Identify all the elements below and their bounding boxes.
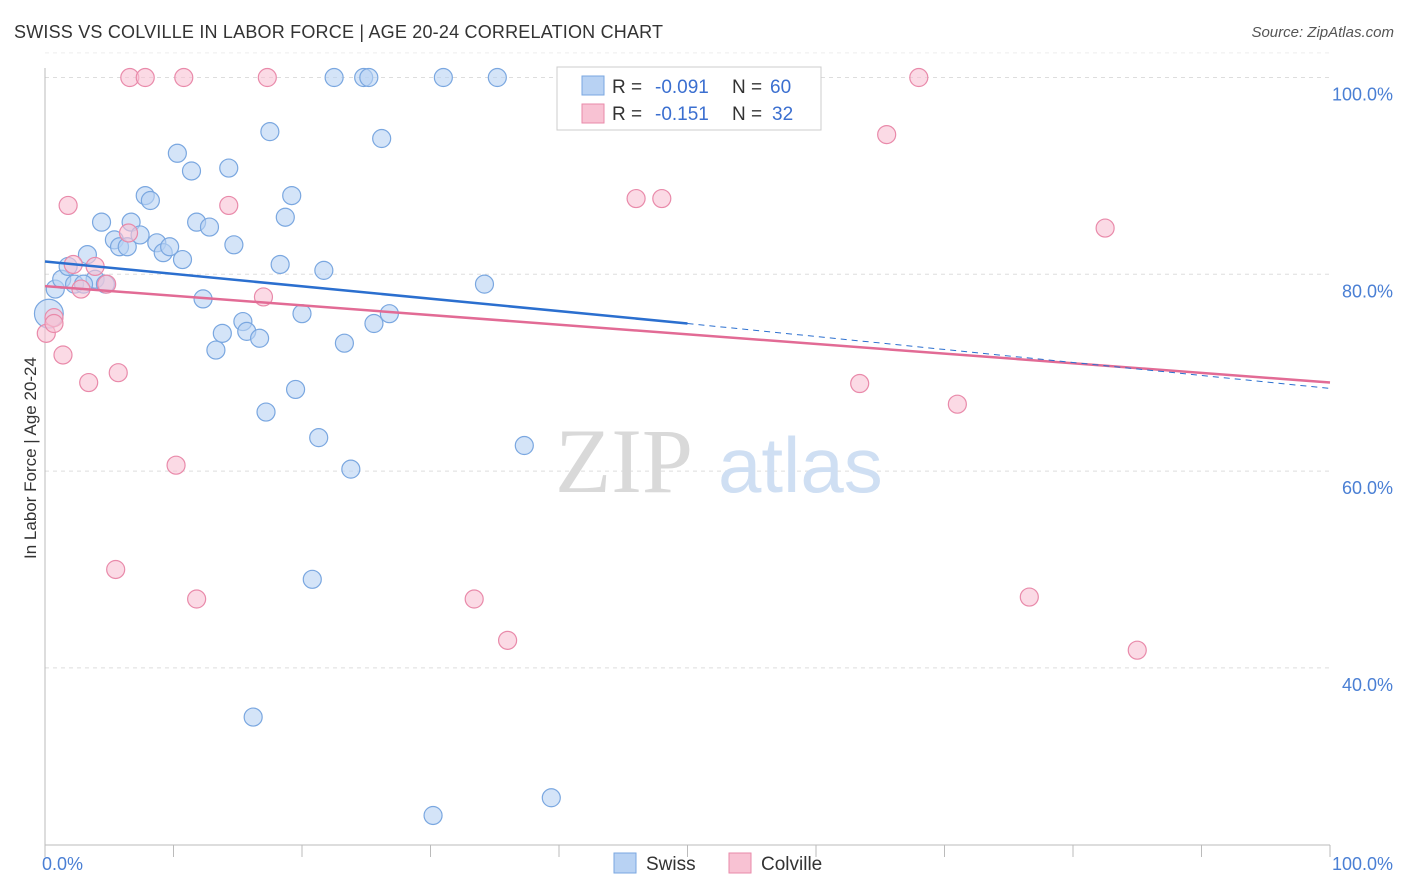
swiss-point-52 [433,67,453,88]
swiss-point-48 [364,313,384,334]
swiss-point-41 [309,428,329,448]
swiss-point-21 [181,161,202,181]
trend-lines [44,260,1331,389]
chart-source: Source: ZipAtlas.com [1251,24,1394,41]
swiss-point-54 [487,67,507,88]
swiss-legend-swatch [581,75,605,96]
colville-point-11 [118,223,139,243]
swiss-r-value: -0.091 [655,77,709,98]
y-tick-label-80: 80.0% [1342,281,1393,301]
colville-point-30 [1127,640,1147,660]
swiss-point-55 [514,435,534,456]
x-tick-label-0: 0.0% [42,854,83,874]
swiss-point-26 [212,323,232,343]
swiss-point-37 [282,185,302,206]
swiss-point-56 [541,788,561,808]
chart-title: SWISS VS COLVILLE IN LABOR FORCE | AGE 2… [14,22,664,42]
colville-point-23 [652,188,672,209]
swiss-point-45 [341,459,361,479]
swiss-point-43 [324,67,344,88]
colville-point-9 [106,559,126,580]
swiss-point-42 [314,260,334,280]
swiss-point-36 [275,207,295,227]
colville-points [36,67,1147,660]
swiss-point-31 [243,707,263,727]
x-tick-label-100: 100.0% [1332,854,1393,874]
swiss-n-value: 60 [770,77,791,98]
y-tick-label-60: 60.0% [1342,478,1393,498]
stats-legend: R = -0.091 N = 60 R = -0.151 N = 32 [556,66,822,131]
swiss-point-33 [256,402,276,422]
colville-point-27 [947,394,967,414]
bottom-legend-colville-swatch [728,852,752,874]
swiss-point-38 [285,379,306,400]
swiss-point-25 [206,340,226,360]
grid-lines [45,52,1330,669]
bottom-legend-colville-label: Colville [761,854,822,875]
swiss-trend-extension [687,323,1331,389]
bottom-legend-swiss-label: Swiss [646,854,696,875]
swiss-point-19 [167,143,187,163]
colville-n-label: N = [732,104,762,125]
swiss-point-34 [260,122,280,142]
colville-point-14 [166,455,186,475]
colville-point-26 [909,67,929,88]
swiss-trend-line [44,260,688,325]
x-ticks [44,845,1331,857]
y-tick-label-40: 40.0% [1342,675,1393,695]
colville-point-21 [498,630,518,650]
colville-point-6 [79,372,99,393]
swiss-point-40 [302,569,322,589]
swiss-point-15 [140,190,160,211]
swiss-n-label: N = [732,77,762,98]
colville-point-28 [1019,587,1039,607]
colville-point-31 [44,313,64,334]
colville-point-25 [877,124,897,145]
swiss-point-7 [91,212,112,232]
y-axis-label: In Labor Force | Age 20-24 [21,357,40,559]
bottom-legend-swiss-swatch [613,852,637,874]
swiss-point-28 [224,235,244,255]
colville-point-3 [58,195,78,216]
swiss-point-39 [292,304,312,324]
colville-r-value: -0.151 [655,104,709,125]
bottom-legend: Swiss Colville [613,852,822,875]
swiss-point-49 [372,128,392,149]
colville-n-value: 32 [772,104,793,125]
y-tick-label-100: 100.0% [1332,85,1393,105]
swiss-point-20 [172,249,193,270]
colville-point-8 [97,274,117,294]
colville-point-19 [257,67,277,88]
colville-point-2 [53,345,73,365]
colville-point-15 [174,67,194,88]
colville-legend-swatch [581,103,605,124]
swiss-points [33,67,646,826]
watermark-zip: ZIP [555,410,693,512]
swiss-point-24 [199,217,220,237]
swiss-point-53 [474,274,495,294]
colville-point-10 [108,363,128,383]
swiss-point-35 [270,254,290,275]
colville-point-22 [626,188,646,209]
colville-point-13 [135,67,155,88]
colville-point-24 [850,373,870,394]
colville-point-17 [219,195,239,216]
swiss-point-47 [359,67,379,88]
y-tick-labels: 40.0% 60.0% 80.0% 100.0% [1332,85,1393,695]
watermark-atlas: atlas [718,421,883,509]
swiss-r-label: R = [612,77,642,98]
swiss-point-32 [249,328,270,348]
swiss-point-44 [334,333,355,353]
swiss-point-18 [160,237,180,257]
colville-r-label: R = [612,104,642,125]
colville-point-29 [1095,218,1115,238]
swiss-point-27 [219,158,239,178]
swiss-point-51 [423,805,443,826]
colville-point-20 [464,589,484,609]
colville-point-16 [187,589,207,609]
